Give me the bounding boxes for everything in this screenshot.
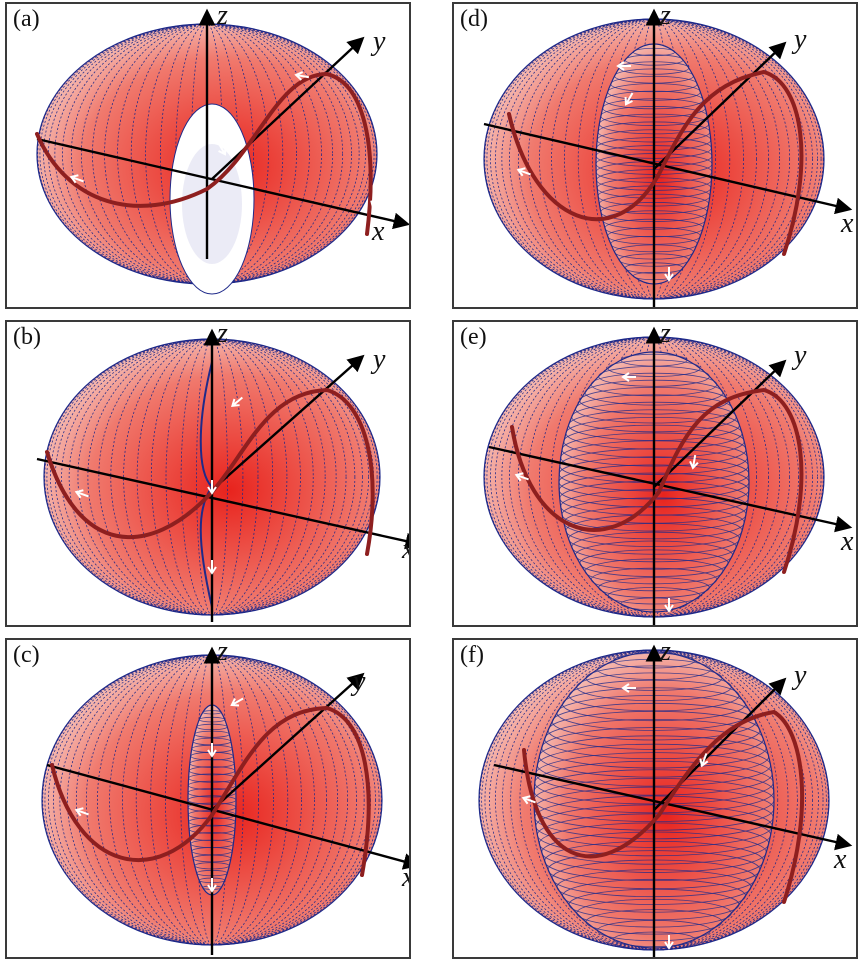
flow-arrow	[689, 454, 699, 470]
surface-plot-d	[483, 8, 853, 307]
x-axis	[36, 457, 409, 550]
flow-arrow	[516, 167, 531, 177]
panel-label: (b)	[13, 324, 41, 350]
panel-e: (e) z y x	[452, 320, 858, 627]
panel-label: (d)	[460, 6, 488, 32]
flow-arrow	[699, 753, 709, 768]
flow-arrow	[664, 598, 674, 613]
flow-arrow	[207, 878, 217, 893]
z-axis-label: z	[217, 320, 228, 349]
y-axis-label: y	[794, 340, 807, 371]
flow-arrow	[624, 92, 634, 106]
flow-arrow	[664, 267, 674, 282]
x-axis-label: x	[402, 534, 409, 566]
y-axis-label: y	[794, 24, 807, 55]
z-axis-label: z	[660, 638, 671, 667]
x-axis-label: x	[834, 844, 847, 875]
y-axis	[211, 354, 365, 491]
x-axis-label: x	[402, 862, 409, 894]
x-axis	[46, 763, 409, 870]
trajectory-curve	[50, 705, 371, 877]
flow-arrow	[621, 683, 636, 693]
flow-arrow	[664, 935, 674, 950]
z-axis-label: z	[217, 2, 228, 31]
panel-a: (a) z y x	[5, 2, 411, 309]
trajectory-curve	[45, 387, 375, 556]
flow-arrow	[231, 396, 244, 408]
flow-arrow	[74, 489, 89, 499]
surface-plot-c	[41, 646, 409, 955]
z-axis-label: z	[217, 638, 228, 667]
flow-arrow	[230, 697, 244, 707]
x-axis	[36, 137, 409, 230]
panel-label: (a)	[13, 6, 40, 32]
flow-arrow	[207, 560, 217, 575]
flow-arrow	[616, 61, 631, 71]
panel-c: (c) z y x	[5, 638, 411, 959]
flow-arrow	[217, 142, 227, 156]
y-axis	[211, 36, 365, 180]
y-axis-label: y	[373, 26, 386, 57]
flow-arrow	[69, 174, 84, 184]
y-axis-label: y	[794, 660, 807, 691]
trajectory-curve	[510, 387, 804, 574]
y-axis	[653, 359, 787, 488]
trajectory-curve	[507, 69, 804, 256]
surface-plot-a	[35, 8, 409, 295]
y-axis-label: y	[373, 344, 386, 375]
x-axis	[493, 763, 853, 851]
flow-arrow	[514, 472, 529, 482]
panel-d: (d) z y x	[452, 2, 858, 309]
x-axis-label: x	[372, 216, 385, 247]
flow-arrow	[207, 480, 217, 495]
z-axis-label: z	[660, 2, 671, 31]
flow-arrow	[74, 807, 89, 817]
x-axis	[488, 445, 853, 533]
flow-arrow	[521, 795, 536, 805]
panel-f: (f) z y x	[452, 638, 858, 959]
y-axis	[653, 41, 787, 170]
y-axis-label: y	[353, 666, 366, 697]
flow-arrow	[621, 372, 636, 382]
flow-arrow	[207, 743, 217, 758]
surface-plot-e	[483, 326, 853, 625]
y-axis	[211, 672, 365, 811]
surface-plot-f	[478, 644, 853, 957]
panel-label: (c)	[13, 642, 40, 668]
trajectory-curve	[35, 71, 373, 236]
flow-arrow	[370, 195, 380, 210]
trajectory-curve	[522, 709, 805, 904]
panel-label: (e)	[460, 324, 487, 350]
x-axis	[483, 122, 853, 215]
surface-plot-b	[36, 328, 409, 622]
x-axis-label: x	[841, 208, 854, 239]
z-axis-label: z	[660, 320, 671, 349]
x-axis-label: x	[841, 526, 854, 557]
panel-b: (b) z y x	[5, 320, 411, 627]
flow-arrow	[294, 71, 310, 81]
panel-label: (f)	[460, 642, 484, 668]
